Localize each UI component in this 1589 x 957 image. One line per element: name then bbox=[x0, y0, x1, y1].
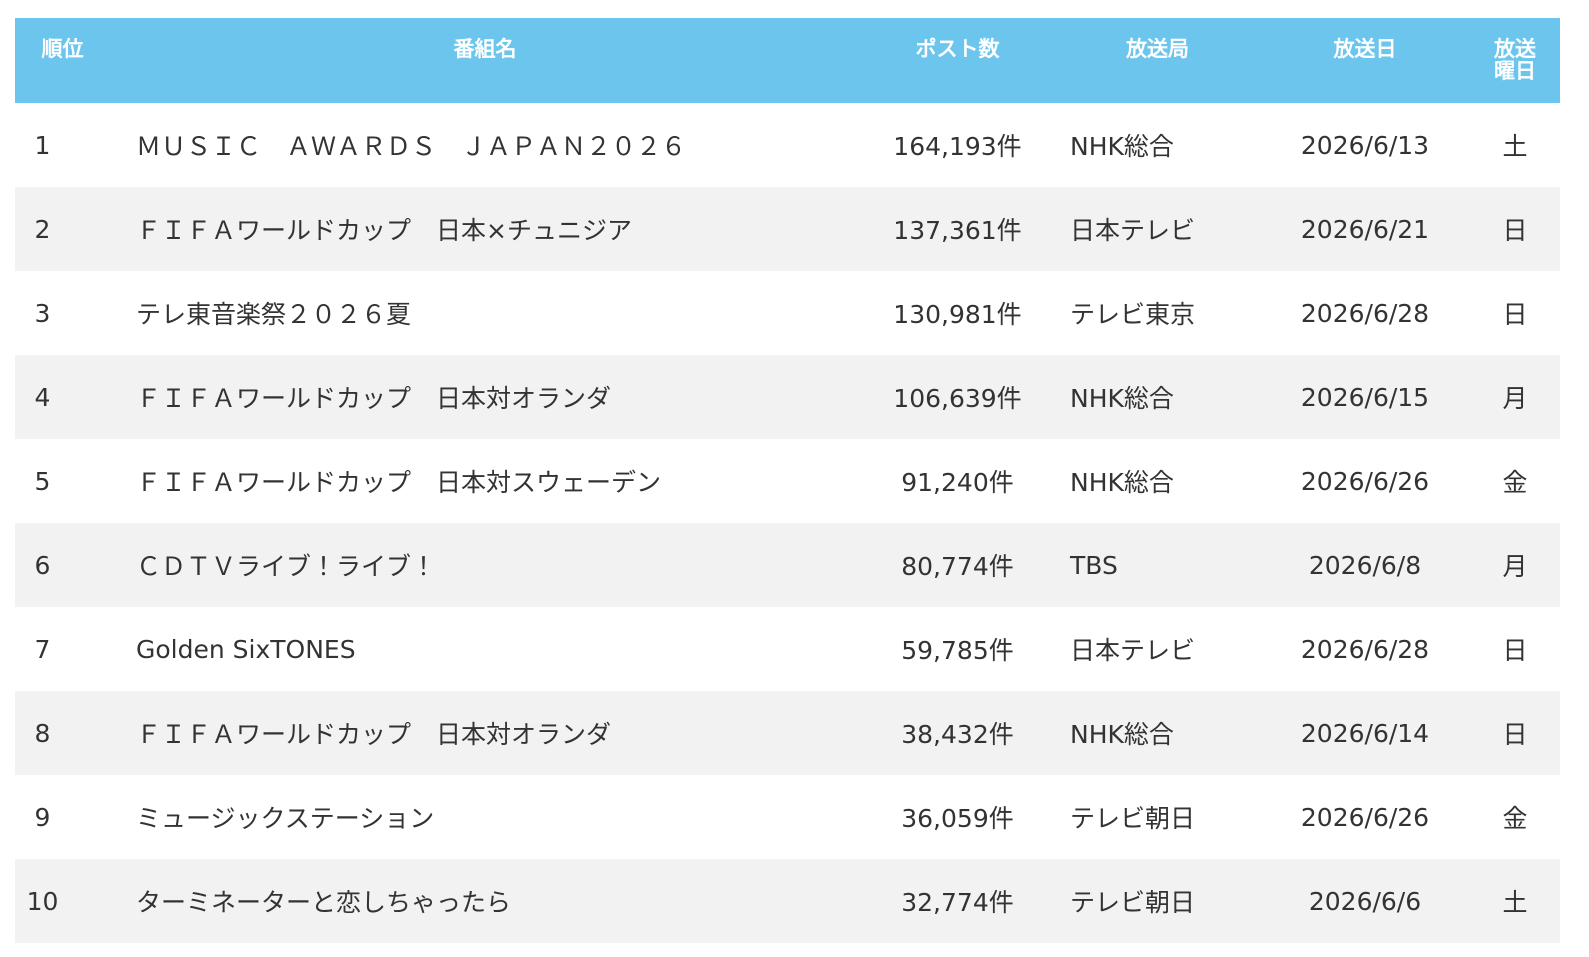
post-count-cell: 91,240件 bbox=[901, 468, 1014, 497]
post-count-cell: 32,774件 bbox=[860, 859, 1055, 943]
weekday-cell: 月 bbox=[1470, 523, 1560, 607]
table-row: 3 テレ東音楽祭２０２６夏 130,981件 テレビ東京 2026/6/28 日 bbox=[15, 271, 1560, 355]
post-count-cell: 137,361件 bbox=[860, 187, 1055, 271]
program-name-cell: テレ東音楽祭２０２６夏 bbox=[136, 300, 412, 329]
table-row: 7 Golden SixTONES 59,785件 日本テレビ 2026/6/28 日 bbox=[15, 607, 1560, 691]
post-count-cell: 80,774件 bbox=[860, 523, 1055, 607]
program-name-cell: ＦＩＦＡワールドカップ 日本対オランダ bbox=[110, 691, 860, 775]
station-cell: NHK総合 bbox=[1055, 691, 1260, 775]
table-row: 8 ＦＩＦＡワールドカップ 日本対オランダ 38,432件 NHK総合 2026/6/1… bbox=[15, 691, 1560, 775]
program-name-cell: ミュージックステーション bbox=[136, 804, 435, 833]
broadcast-date-cell: 2026/6/28 bbox=[1300, 298, 1430, 328]
table-header: 順位 番組名 ポスト数 放送局 放送日 放送曜日 bbox=[15, 18, 1560, 103]
program-name-cell: ターミネーターと恋しちゃったら bbox=[110, 859, 860, 943]
weekday-cell: 日 bbox=[1502, 636, 1528, 665]
weekday-cell: 土 bbox=[1470, 859, 1560, 943]
weekday-cell: 金 bbox=[1502, 468, 1528, 497]
rank-cell: 10 bbox=[15, 859, 110, 943]
station-cell: NHK総合 bbox=[1070, 468, 1174, 497]
header-post-count: ポスト数 bbox=[860, 18, 1055, 103]
rank-cell: 9 bbox=[34, 802, 51, 832]
station-cell: テレビ朝日 bbox=[1055, 859, 1260, 943]
program-name-cell: ＭＵＳＩＣ ＡＷＡＲＤＳ ＪＡＰＡＮ２０２６ bbox=[136, 132, 687, 161]
station-cell: テレビ東京 bbox=[1070, 300, 1196, 329]
weekday-cell: 金 bbox=[1502, 804, 1528, 833]
rank-cell: 3 bbox=[34, 298, 51, 328]
header-rank: 順位 bbox=[15, 18, 110, 103]
post-count-cell: 59,785件 bbox=[901, 636, 1014, 665]
station-cell: テレビ朝日 bbox=[1070, 804, 1196, 833]
broadcast-date-cell: 2026/6/26 bbox=[1300, 466, 1430, 496]
table-row: 4 ＦＩＦＡワールドカップ 日本対オランダ 106,639件 NHK総合 2026/6/… bbox=[15, 355, 1560, 439]
table-row: 9 ミュージックステーション 36,059件 テレビ朝日 2026/6/26 金 bbox=[15, 775, 1560, 859]
table-row: 1 ＭＵＳＩＣ ＡＷＡＲＤＳ ＪＡＰＡＮ２０２６ 164,193件 NHK総合 2026… bbox=[15, 103, 1560, 187]
post-count-cell: 38,432件 bbox=[860, 691, 1055, 775]
broadcast-date-cell: 2026/6/6 bbox=[1260, 859, 1470, 943]
table-row: 2 ＦＩＦＡワールドカップ 日本×チュニジア 137,361件 日本テレビ 2026/6… bbox=[15, 187, 1560, 271]
rank-cell: 8 bbox=[15, 691, 110, 775]
broadcast-date-cell: 2026/6/26 bbox=[1300, 802, 1430, 832]
broadcast-date-cell: 2026/6/8 bbox=[1260, 523, 1470, 607]
post-count-cell: 36,059件 bbox=[901, 804, 1014, 833]
post-count-cell: 106,639件 bbox=[860, 355, 1055, 439]
rank-cell: 5 bbox=[34, 466, 51, 496]
table-row: 6 ＣＤＴＶライブ！ライブ！ 80,774件 TBS 2026/6/8 月 bbox=[15, 523, 1560, 607]
rank-cell: 6 bbox=[15, 523, 110, 607]
weekday-cell: 日 bbox=[1470, 187, 1560, 271]
header-station: 放送局 bbox=[1055, 18, 1260, 103]
program-name-cell: ＣＤＴＶライブ！ライブ！ bbox=[110, 523, 860, 607]
rank-cell: 2 bbox=[15, 187, 110, 271]
program-name-cell: ＦＩＦＡワールドカップ 日本対スウェーデン bbox=[136, 468, 662, 497]
broadcast-date-cell: 2026/6/21 bbox=[1260, 187, 1470, 271]
weekday-cell: 月 bbox=[1470, 355, 1560, 439]
broadcast-date-cell: 2026/6/14 bbox=[1260, 691, 1470, 775]
table-row: 5 ＦＩＦＡワールドカップ 日本対スウェーデン 91,240件 NHK総合 2026/6… bbox=[15, 439, 1560, 523]
ranking-table: 順位 番組名 ポスト数 放送局 放送日 放送曜日 1 ＭＵＳＩＣ ＡＷＡＲＤＳ ＪＡＰＡＮ２… bbox=[15, 18, 1560, 943]
broadcast-date-cell: 2026/6/15 bbox=[1260, 355, 1470, 439]
station-cell: TBS bbox=[1055, 523, 1260, 607]
header-program-name: 番組名 bbox=[110, 18, 860, 103]
post-count-cell: 164,193件 bbox=[893, 132, 1022, 161]
table-row: 10 ターミネーターと恋しちゃったら 32,774件 テレビ朝日 2026/6/6 土 bbox=[15, 859, 1560, 943]
weekday-cell: 土 bbox=[1502, 132, 1528, 161]
program-name-cell: ＦＩＦＡワールドカップ 日本×チュニジア bbox=[110, 187, 860, 271]
weekday-cell: 日 bbox=[1502, 300, 1528, 329]
header-weekday: 放送曜日 bbox=[1470, 18, 1560, 103]
rank-cell: 7 bbox=[34, 634, 51, 664]
weekday-cell: 日 bbox=[1470, 691, 1560, 775]
rank-cell: 1 bbox=[34, 130, 51, 160]
rank-cell: 4 bbox=[15, 355, 110, 439]
station-cell: NHK総合 bbox=[1070, 132, 1174, 161]
table-body: 1 ＭＵＳＩＣ ＡＷＡＲＤＳ ＪＡＰＡＮ２０２６ 164,193件 NHK総合 2026… bbox=[15, 103, 1560, 943]
station-cell: 日本テレビ bbox=[1055, 187, 1260, 271]
program-name-cell: Golden SixTONES bbox=[136, 634, 356, 664]
broadcast-date-cell: 2026/6/28 bbox=[1300, 634, 1430, 664]
program-name-cell: ＦＩＦＡワールドカップ 日本対オランダ bbox=[110, 355, 860, 439]
post-count-cell: 130,981件 bbox=[893, 300, 1022, 329]
station-cell: NHK総合 bbox=[1055, 355, 1260, 439]
header-row: 順位 番組名 ポスト数 放送局 放送日 放送曜日 bbox=[15, 18, 1560, 103]
station-cell: 日本テレビ bbox=[1070, 636, 1196, 665]
header-broadcast-date: 放送日 bbox=[1260, 18, 1470, 103]
broadcast-date-cell: 2026/6/13 bbox=[1300, 130, 1430, 160]
